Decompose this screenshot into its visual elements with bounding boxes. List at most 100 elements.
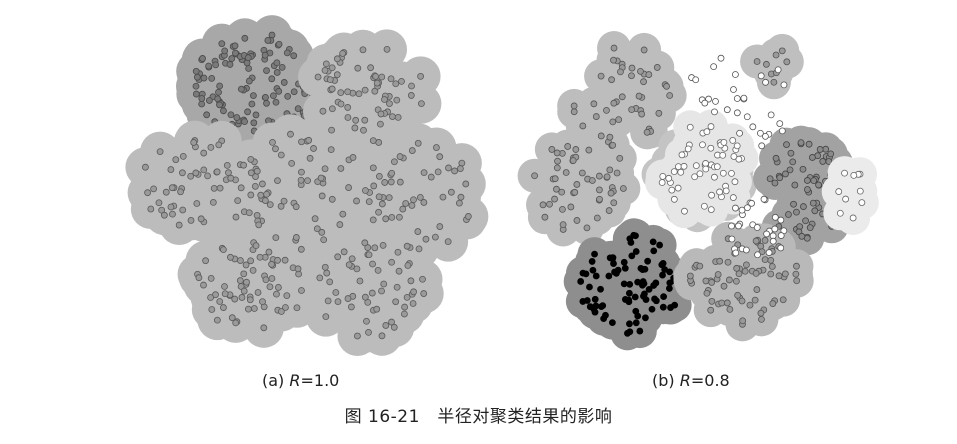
data-point (597, 285, 604, 293)
data-point (268, 275, 276, 282)
data-point (531, 172, 538, 180)
figure-title: 图 16-21 半径对聚类结果的影响 (344, 407, 613, 427)
data-point (268, 31, 276, 39)
data-point (293, 304, 301, 312)
data-point (392, 298, 400, 306)
data-point (242, 261, 250, 269)
data-point (659, 172, 667, 180)
data-point (602, 311, 609, 319)
data-point (388, 213, 396, 221)
data-point (243, 278, 250, 286)
data-point (396, 153, 404, 160)
data-point (252, 242, 260, 250)
panel-b-cluster-8 (821, 156, 879, 235)
data-point (327, 146, 335, 154)
data-point (192, 169, 200, 177)
data-point (741, 267, 749, 275)
noise-point (765, 249, 773, 256)
data-point (261, 51, 269, 59)
data-point (200, 166, 208, 174)
noise-point (736, 129, 744, 137)
data-point (264, 37, 272, 44)
data-point (671, 301, 679, 309)
data-point (369, 137, 377, 144)
data-point (597, 132, 605, 140)
data-point (142, 163, 149, 171)
data-point (714, 271, 722, 278)
data-point (322, 60, 330, 68)
noise-point (701, 99, 709, 107)
data-point (220, 107, 227, 115)
data-point (197, 215, 205, 223)
data-point (541, 213, 549, 221)
data-point (767, 270, 775, 278)
data-point (266, 201, 274, 209)
data-point (240, 287, 248, 295)
data-point (659, 271, 666, 279)
data-point (231, 42, 239, 50)
data-point (723, 299, 731, 307)
data-point (420, 169, 428, 177)
data-point (650, 247, 658, 255)
data-point (588, 258, 596, 265)
data-point (374, 266, 382, 274)
data-point (249, 92, 257, 100)
data-point (328, 105, 336, 113)
data-point (394, 113, 402, 121)
noise-point (760, 195, 768, 203)
data-point (624, 329, 631, 337)
panel-a-caption: (a) R=1.0 (262, 371, 339, 390)
panel-b-noise-points (688, 54, 788, 259)
data-point (262, 276, 270, 284)
data-point (326, 76, 334, 84)
data-point (216, 101, 223, 109)
data-point (283, 49, 291, 57)
data-point (260, 324, 268, 332)
data-point (193, 200, 201, 207)
data-point (298, 138, 305, 146)
data-point (703, 128, 711, 136)
data-point (227, 111, 235, 119)
data-point (221, 47, 229, 55)
data-point (804, 177, 811, 184)
data-point (626, 320, 633, 328)
data-point (420, 199, 428, 206)
data-point (352, 116, 360, 124)
data-point (237, 257, 244, 264)
data-point (318, 192, 326, 200)
data-point (609, 254, 617, 262)
data-point (407, 277, 415, 285)
data-point (167, 203, 175, 211)
data-point (244, 108, 251, 116)
data-point (422, 235, 430, 243)
data-point (261, 197, 269, 204)
data-point (666, 92, 674, 99)
data-point (597, 72, 605, 80)
data-point (409, 300, 417, 307)
data-point (334, 298, 342, 306)
data-point (377, 110, 385, 118)
data-point (589, 266, 597, 274)
data-point (595, 172, 603, 180)
cluster-region (821, 156, 879, 235)
noise-point (763, 230, 770, 238)
data-point (311, 215, 319, 223)
data-point (275, 40, 283, 48)
data-point (628, 64, 636, 72)
panel-b-cluster-3 (563, 218, 692, 351)
data-point (247, 257, 255, 265)
data-point (268, 75, 276, 83)
data-point (408, 202, 416, 209)
data-point (635, 92, 643, 100)
data-point (379, 241, 387, 249)
data-point (294, 105, 302, 113)
data-point (414, 228, 422, 235)
data-point (729, 137, 737, 144)
data-point (637, 67, 644, 75)
data-point (401, 303, 408, 311)
data-point (147, 205, 155, 213)
data-point (720, 138, 728, 146)
data-point (419, 275, 426, 283)
data-point (707, 206, 715, 213)
data-point (344, 104, 352, 111)
